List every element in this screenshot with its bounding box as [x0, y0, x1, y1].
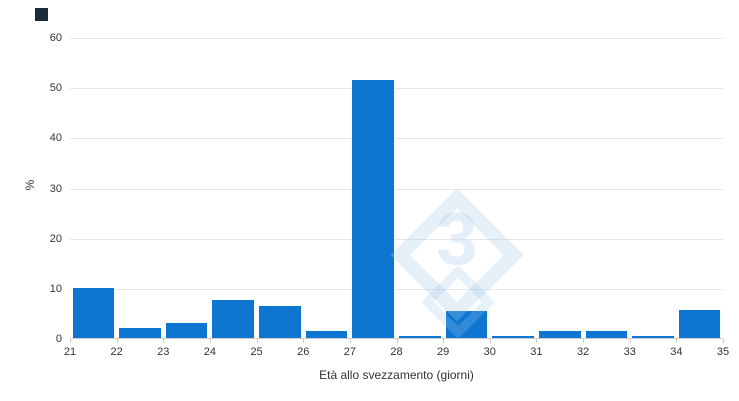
- bar[interactable]: [492, 336, 534, 338]
- x-tick-label: 32: [576, 346, 590, 358]
- bar[interactable]: [212, 300, 255, 338]
- x-tick-label: 27: [343, 346, 356, 358]
- x-axis-line: [70, 338, 723, 339]
- x-tick-mark: [489, 339, 491, 343]
- bar[interactable]: [72, 287, 115, 338]
- gridline: [70, 138, 723, 140]
- bar[interactable]: [632, 336, 674, 338]
- bar[interactable]: [585, 330, 628, 338]
- y-tick-label: 0: [55, 333, 62, 345]
- bar[interactable]: [445, 310, 488, 338]
- y-tick-label: 10: [49, 282, 62, 295]
- gridline: [70, 38, 723, 39]
- bar[interactable]: [259, 305, 301, 338]
- x-tick-mark: [396, 339, 398, 343]
- watermark-diamond-icon: [390, 188, 524, 322]
- x-tick-mark: [70, 339, 71, 343]
- plot-area: 3: [70, 38, 723, 339]
- x-tick-label: 29: [437, 346, 450, 358]
- x-axis-title: Età allo svezzamento (giorni): [319, 368, 474, 382]
- gridline: [70, 288, 723, 290]
- x-tick-label: 22: [110, 346, 123, 358]
- x-tick-mark: [536, 339, 538, 343]
- x-tick-mark: [163, 339, 165, 343]
- gridline: [70, 238, 723, 240]
- x-tick-mark: [723, 339, 724, 343]
- x-tick-label: 30: [483, 346, 496, 358]
- y-tick-label: 20: [49, 232, 62, 245]
- bar[interactable]: [352, 79, 394, 338]
- x-tick-mark: [116, 339, 118, 343]
- y-tick-label: 60: [49, 32, 62, 44]
- x-tick-label: 33: [623, 346, 636, 358]
- bar[interactable]: [305, 330, 348, 338]
- y-tick-label: 30: [49, 182, 62, 195]
- gridline: [70, 88, 723, 90]
- x-tick-mark: [256, 339, 258, 343]
- x-tick-label: 31: [530, 346, 543, 358]
- x-tick-mark: [303, 339, 305, 343]
- gridline: [70, 188, 723, 190]
- x-tick-label: 23: [157, 346, 170, 358]
- x-tick-mark: [443, 339, 445, 343]
- logo-mark: [35, 8, 48, 21]
- y-tick-label: 50: [49, 82, 62, 95]
- bar[interactable]: [678, 310, 721, 338]
- x-tick-label: 28: [390, 346, 403, 358]
- x-tick-label: 26: [297, 346, 310, 358]
- x-tick-label: 34: [670, 346, 683, 358]
- bar[interactable]: [399, 336, 441, 338]
- x-tick-label: 21: [63, 346, 77, 358]
- x-tick-mark: [209, 339, 211, 343]
- y-tick-label: 40: [49, 132, 62, 145]
- x-tick-mark: [583, 339, 585, 343]
- x-tick-mark: [629, 339, 631, 343]
- bar[interactable]: [538, 330, 581, 338]
- x-tick-label: 35: [716, 346, 730, 358]
- x-tick-mark: [349, 339, 351, 343]
- x-tick-label: 24: [203, 346, 217, 358]
- bar[interactable]: [165, 322, 208, 338]
- bar[interactable]: [119, 327, 161, 338]
- x-tick-label: 25: [250, 346, 263, 358]
- x-tick-mark: [676, 339, 678, 343]
